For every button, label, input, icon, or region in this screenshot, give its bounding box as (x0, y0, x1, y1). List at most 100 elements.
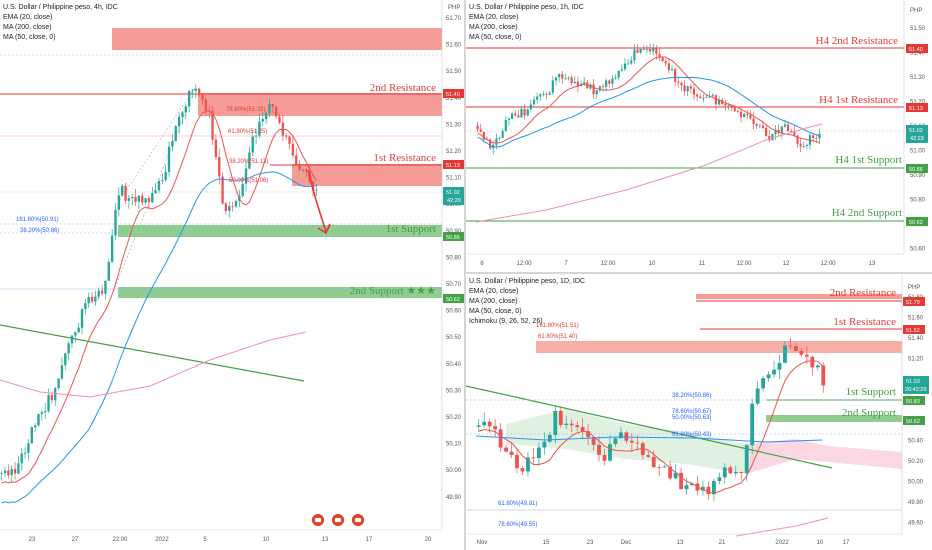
h1-candle (583, 82, 586, 84)
h4-candle (174, 126, 177, 142)
resistance1-zone-4h (292, 164, 442, 186)
ma200-line-1d (735, 517, 829, 537)
price-badge-sup2-text-1d: 50.62 (906, 419, 920, 425)
h1-candle (724, 104, 727, 106)
h1-candle (498, 137, 501, 139)
d1-candle (531, 457, 536, 459)
d1-x-tick: 15 (543, 540, 550, 546)
h4-y-tick: 50.40 (446, 362, 462, 368)
chart-panel-1h[interactable]: U.S. Dollar / Philippine peso, 1h, IDC E… (466, 0, 932, 272)
h1-candle (783, 124, 787, 127)
ichimoku-cloud-red-1d (746, 439, 902, 474)
h1-candle (786, 124, 790, 131)
h1-y-tick: 50.90 (910, 173, 926, 179)
h4-candle (100, 290, 104, 294)
d1-candle (821, 365, 826, 386)
fib-label-4h-5: 38.20%(50.86) (20, 228, 59, 234)
price-badge-res2-4h (443, 89, 464, 98)
price-chart-1d[interactable]: 161.80%(51.51) 61.80%(51.40) 38.20%(50.8… (466, 274, 932, 550)
chart-panel-4h[interactable]: U.S. Dollar / Philippine peso, 4h, IDC E… (0, 0, 464, 550)
d1-candle (717, 477, 722, 481)
h4-candle (3, 470, 7, 474)
countdown-1h: 42:29 (910, 136, 924, 142)
h1-candle (642, 49, 645, 50)
resistance2-zone-1d (696, 294, 902, 299)
d1-candle (733, 472, 738, 474)
price-badge-sup2-1h (906, 217, 928, 226)
h1-candle (771, 134, 774, 141)
d1-candle (711, 480, 716, 495)
price-badge-sup2-1d (903, 416, 925, 425)
h1-candle (507, 118, 511, 120)
panel-divider-vertical (464, 0, 466, 550)
h1-candle (614, 77, 617, 79)
h4-x-tick: 2022 (155, 537, 169, 543)
h1-candle (639, 49, 642, 53)
h1-candle (739, 111, 743, 118)
ema-line-4h (1, 110, 317, 484)
h4-candle (161, 180, 164, 182)
h4-y-tick: 51.60 (446, 43, 462, 49)
trendline-4h (0, 324, 305, 382)
h4-x-tick: 13 (322, 537, 329, 543)
h1-candle (755, 123, 758, 126)
ema-line-1h (477, 56, 820, 144)
h4-candle (298, 165, 301, 170)
h4-y-tick: 50.30 (446, 388, 462, 394)
event-flag-icon-3[interactable] (352, 514, 364, 526)
h4-candle (151, 193, 154, 203)
h4-candle (127, 198, 131, 201)
h1-candle (805, 144, 808, 146)
chart-panel-1d[interactable]: U.S. Dollar / Philippine peso, 1D, IDC E… (466, 274, 932, 550)
h4-candle (261, 119, 264, 122)
h4-candle (191, 90, 194, 92)
fib-label-1d-3: 78.60%(50.67) (672, 409, 711, 415)
countdown-4h: 42:29 (447, 198, 461, 204)
h4-candle (80, 309, 84, 328)
fib-diagonal-2-4h (111, 85, 197, 296)
event-flag-icon-2[interactable] (332, 514, 344, 526)
h1-candle (677, 81, 680, 83)
h4-candle (67, 343, 70, 354)
h1-candle (627, 63, 630, 65)
h1-candle (790, 130, 793, 132)
price-badge-res1-4h (443, 160, 464, 169)
h4-candle (30, 427, 33, 444)
currency-1d: PHP (908, 285, 920, 291)
h1-y-tick: 51.50 (910, 26, 926, 32)
h4-candle (258, 121, 261, 136)
h1-candle (620, 69, 623, 71)
price-badge-res2-text-4h: 51.40 (446, 92, 460, 98)
d1-candle (520, 468, 525, 472)
ma50-line-1h (477, 76, 820, 148)
h1-candle (573, 81, 576, 84)
price-badge-sup2-text-1h: 50.62 (909, 220, 923, 226)
h1-candle (780, 126, 783, 134)
h4-candle (305, 169, 308, 172)
currency-1h: PHP (910, 8, 922, 14)
price-chart-1h[interactable]: H4 2nd Resistance H4 1st Resistance H4 1… (466, 0, 932, 272)
h4-candle (264, 112, 268, 120)
h4-candle (154, 190, 157, 194)
d1-candle (739, 472, 744, 474)
price-chart-4h[interactable]: 78.60%(51.33) 61.80%(51.25) 38.20%(51.13… (0, 0, 464, 550)
candles-4h (0, 84, 318, 483)
h1-candle (674, 69, 677, 82)
d1-candle (476, 425, 481, 427)
h1-candle (536, 96, 539, 100)
h1-candle (705, 97, 708, 99)
price-badge-res1-text-4h: 51.13 (446, 163, 460, 169)
d1-candle (657, 467, 662, 468)
support2-label-4h: 2nd Support ★★★ (350, 285, 437, 297)
price-badge-res2-text-1d: 51.79 (906, 300, 920, 306)
h1-candle (746, 114, 749, 115)
d1-candle (810, 356, 815, 368)
fib-label-4h-2: 38.20%(51.13) (229, 159, 268, 165)
d1-candle (668, 466, 673, 479)
h1-candle (652, 47, 655, 52)
d1-candle (482, 421, 487, 426)
event-flag-icon-1[interactable] (312, 514, 324, 526)
h1-candle (517, 115, 520, 118)
h1-x-tick: 12:00 (516, 261, 532, 267)
h4-candle (181, 112, 184, 117)
